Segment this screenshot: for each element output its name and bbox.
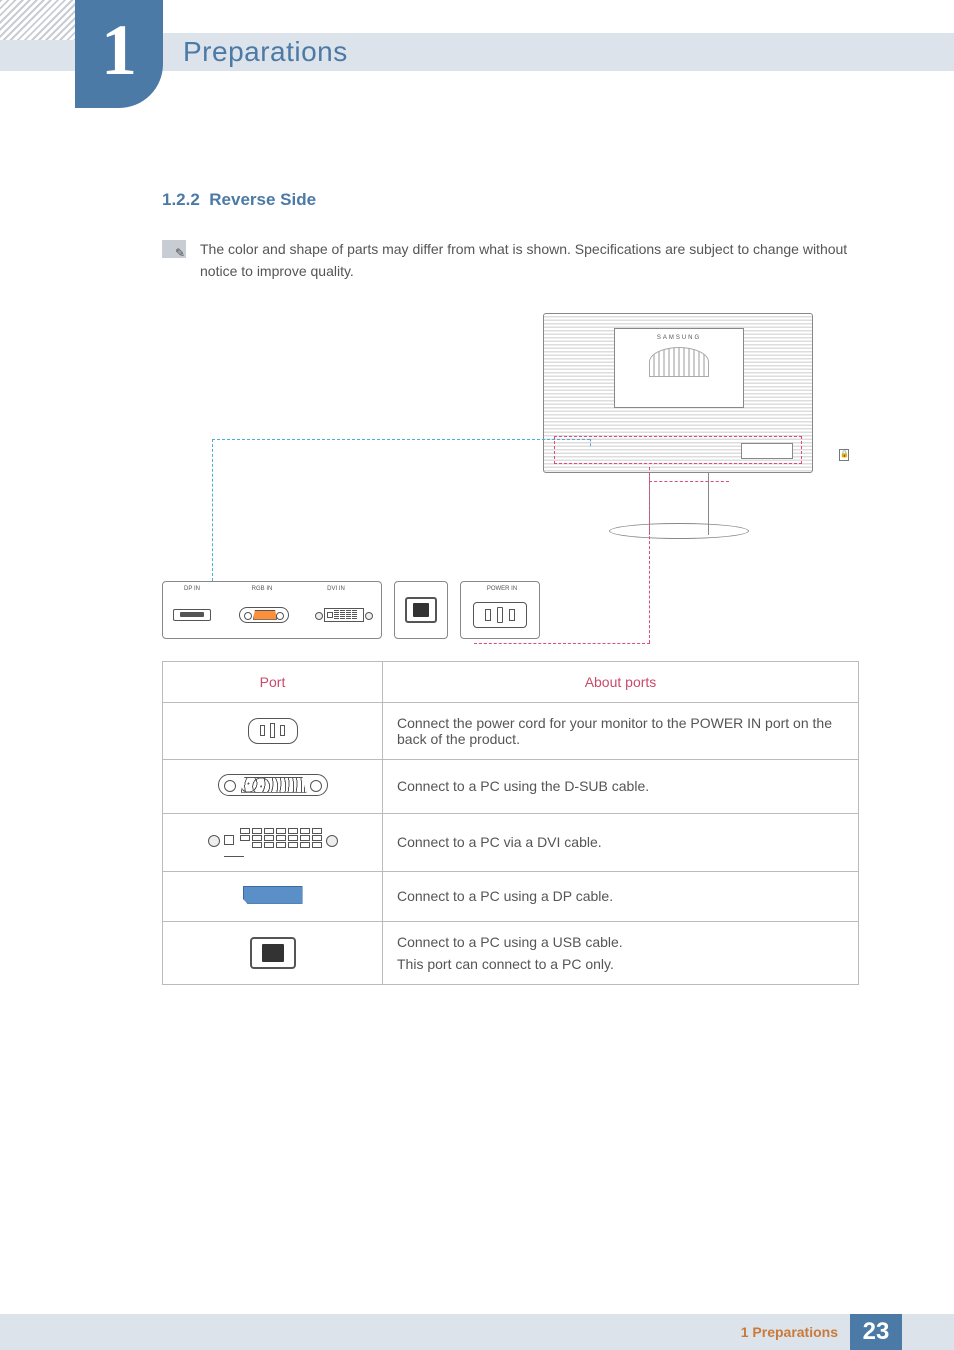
table-row: Connect to a PC using the D-SUB cable. — [163, 759, 859, 813]
dp-port-icon — [173, 609, 211, 621]
table-row: Connect to a PC via a DVI cable. — [163, 813, 859, 871]
table-row: Connect to a PC using a DP cable. — [163, 871, 859, 921]
dvi-port-icon — [317, 607, 371, 623]
port-desc-line2: This port can connect to a PC only. — [397, 956, 844, 972]
port-desc: Connect to a PC using a USB cable. This … — [383, 921, 859, 984]
brand-label: SAMSUNG — [657, 335, 701, 341]
port-group-video: DP IN RGB IN DVI IN — [162, 581, 382, 639]
port-label-dvi: DVI IN — [311, 586, 361, 592]
callout-line-pink — [649, 481, 729, 482]
port-desc: Connect to a PC via a DVI cable. — [383, 813, 859, 871]
lock-icon: 🔒 — [839, 449, 849, 461]
port-desc: Connect the power cord for your monitor … — [383, 702, 859, 759]
port-desc: Connect to a PC using the D-SUB cable. — [383, 759, 859, 813]
port-label-dp: DP IN — [167, 586, 217, 592]
table-header-port: Port — [163, 661, 383, 702]
port-row: DP IN RGB IN DVI IN POWER IN — [162, 581, 540, 639]
port-icon-cell — [163, 702, 383, 759]
port-icon-cell — [163, 921, 383, 984]
section-heading: 1.2.2 Reverse Side — [162, 190, 859, 210]
vga-icon — [218, 774, 328, 796]
port-group-power: POWER IN — [460, 581, 540, 639]
port-icon-cell — [163, 813, 383, 871]
port-panel-highlight — [554, 436, 802, 464]
note-text: The color and shape of parts may differ … — [200, 238, 859, 283]
reverse-side-diagram: SAMSUNG 🔒 DP IN RGB IN DVI IN — [162, 313, 859, 643]
page-content: 1.2.2 Reverse Side The color and shape o… — [162, 190, 859, 985]
table-header-about: About ports — [383, 661, 859, 702]
monitor-stand — [609, 523, 749, 539]
note: The color and shape of parts may differ … — [162, 238, 859, 283]
port-icon-cell — [163, 871, 383, 921]
chapter-title: Preparations — [183, 36, 348, 68]
port-label-rgb: RGB IN — [237, 586, 287, 592]
footer-chapter: 1 Preparations — [741, 1324, 838, 1340]
footer-page-number: 23 — [850, 1314, 902, 1350]
table-row: Connect the power cord for your monitor … — [163, 702, 859, 759]
port-group-usb — [394, 581, 448, 639]
ports-table: Port About ports Connect the power cord … — [162, 661, 859, 985]
chapter-number: 1 — [101, 9, 137, 92]
monitor-rear: SAMSUNG — [543, 313, 813, 473]
chapter-badge: 1 — [75, 0, 163, 108]
port-desc: Connect to a PC using a DP cable. — [383, 871, 859, 921]
monitor-plate: SAMSUNG — [614, 328, 744, 408]
vent-icon — [649, 347, 709, 377]
section-number: 1.2.2 — [162, 190, 200, 209]
usb-port-icon — [405, 597, 437, 623]
callout-line-pink — [649, 467, 650, 643]
callout-line — [212, 439, 590, 440]
callout-line-pink — [474, 643, 650, 644]
port-icon-cell — [163, 759, 383, 813]
port-label-power: POWER IN — [477, 586, 527, 592]
power-port-icon — [473, 602, 527, 628]
port-desc-line1: Connect to a PC using a USB cable. — [397, 934, 844, 950]
note-icon — [162, 240, 186, 258]
callout-line — [590, 439, 591, 446]
dp-icon — [243, 886, 303, 904]
vga-port-icon — [239, 607, 289, 623]
page-footer: 1 Preparations 23 — [0, 1314, 954, 1350]
usb-icon — [250, 937, 296, 969]
callout-line — [212, 439, 213, 581]
section-title: Reverse Side — [209, 190, 316, 209]
table-row: Connect to a PC using a USB cable. This … — [163, 921, 859, 984]
dvi-icon — [208, 828, 338, 854]
power-icon — [248, 718, 298, 744]
corner-stripes — [0, 0, 75, 40]
